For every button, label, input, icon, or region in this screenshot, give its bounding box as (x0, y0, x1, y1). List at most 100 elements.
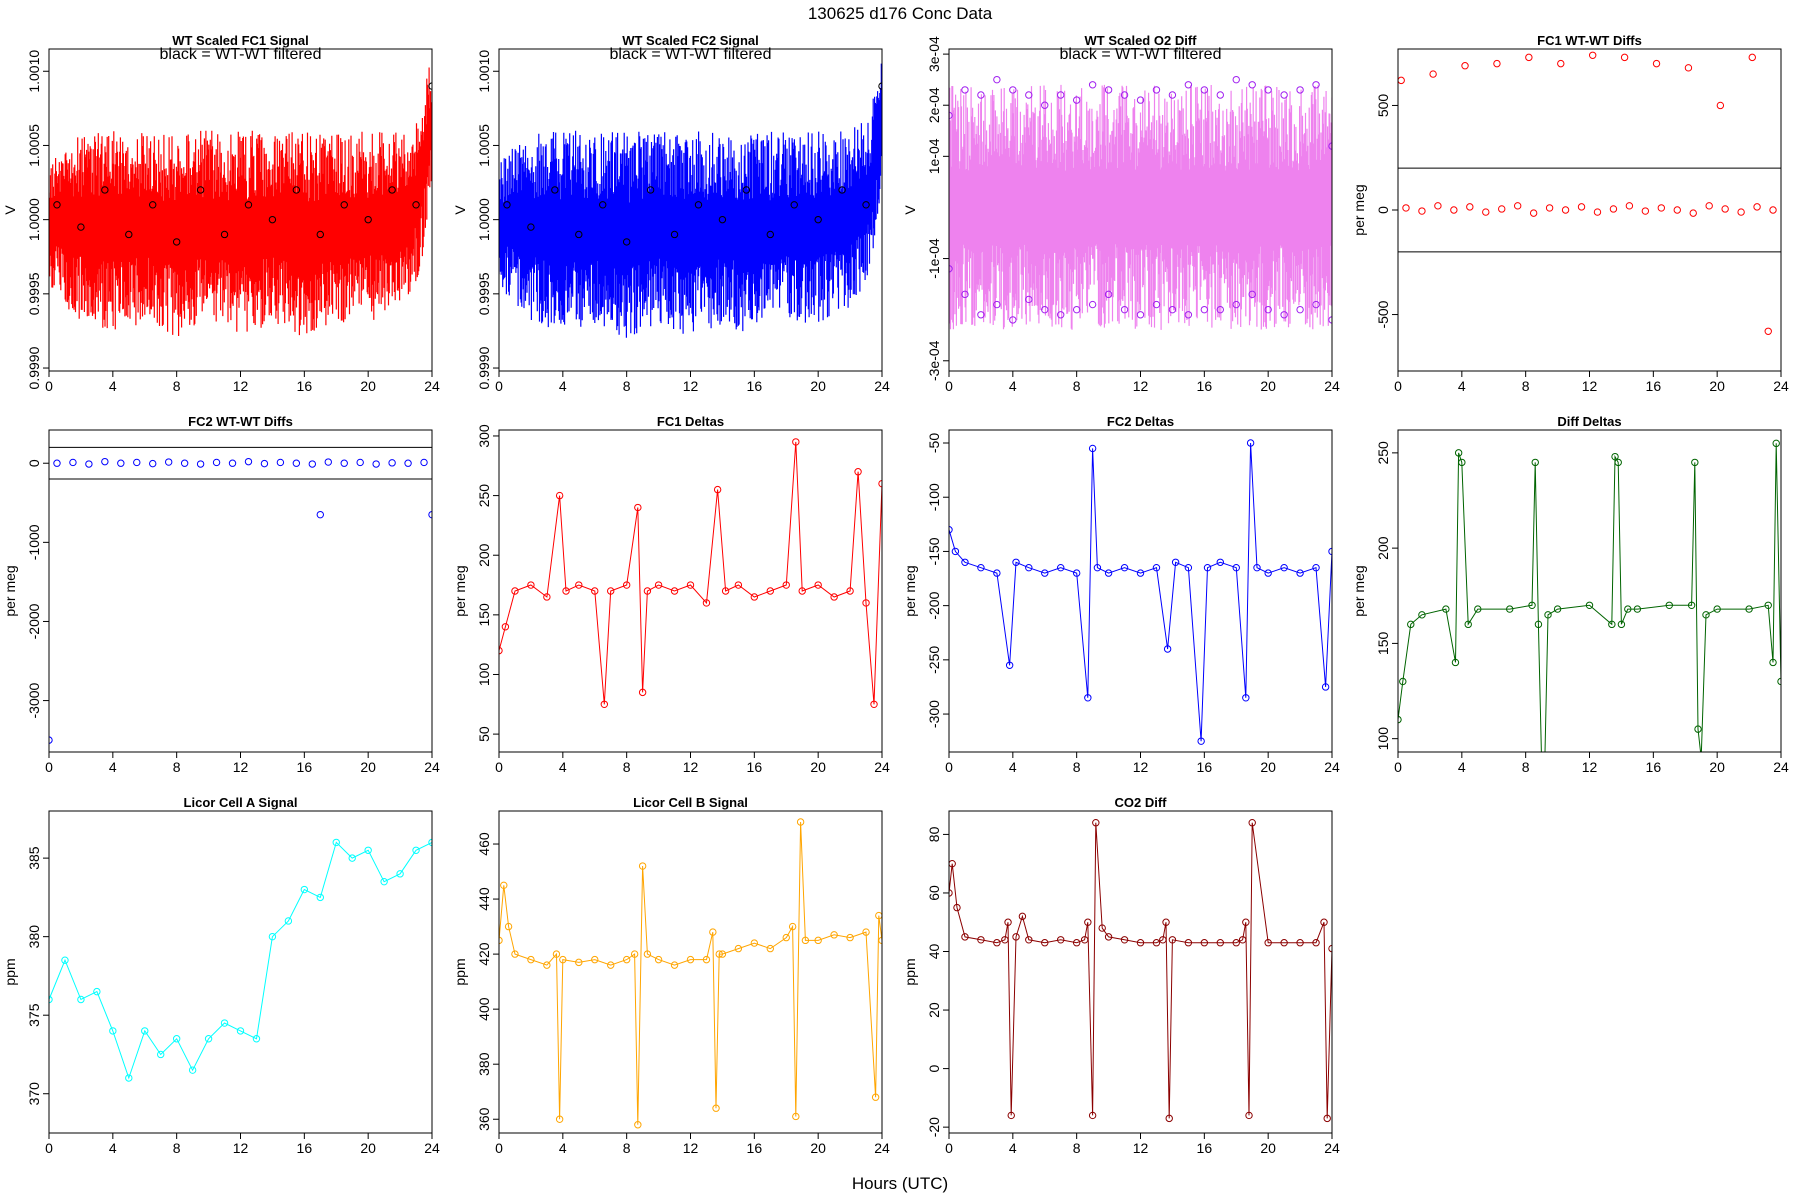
data-point (1088, 81, 1097, 89)
chart-title: WT Scaled O2 Diff (1085, 33, 1198, 48)
data-point (500, 881, 508, 890)
data-point (300, 885, 309, 894)
data-point (1041, 305, 1049, 314)
data-point (993, 569, 1001, 577)
data-point (316, 230, 324, 239)
x-tick-label: 12 (1582, 759, 1598, 775)
data-point (1004, 918, 1012, 926)
series-violet (949, 84, 1332, 330)
x-tick-label: 24 (1324, 378, 1340, 394)
data-point (1025, 563, 1033, 572)
data-point (1216, 91, 1224, 99)
data-point (1531, 458, 1539, 467)
data-point (1312, 563, 1320, 572)
y-tick-label: 1e-04 (926, 138, 942, 174)
x-tick-label: 0 (495, 378, 503, 394)
data-point (1429, 70, 1437, 78)
data-point (1312, 81, 1320, 89)
data-point (141, 1027, 149, 1035)
data-point (388, 186, 396, 194)
data-point (1025, 936, 1033, 944)
data-point (527, 955, 535, 964)
plot-frame (1397, 429, 1782, 753)
data-point (1041, 569, 1049, 577)
data-point (792, 1112, 800, 1121)
data-point (276, 458, 285, 467)
data-point (149, 201, 157, 209)
data-point (1072, 939, 1081, 947)
data-point (1184, 563, 1193, 572)
x-tick-label: 24 (1324, 759, 1340, 775)
figure-xlabel: Hours (UTC) (852, 1174, 948, 1193)
data-point (654, 581, 663, 589)
x-tick-label: 16 (1646, 759, 1662, 775)
data-point (1312, 300, 1320, 309)
y-axis: 100 150 200 250 (1375, 441, 1398, 750)
y-tick-label: 80 (926, 826, 942, 842)
x-tick-label: 20 (360, 378, 376, 394)
data-point (862, 201, 870, 209)
data-point (993, 939, 1001, 947)
plot-area (499, 63, 882, 338)
panel-fc1_wtwt: 0 4 8 12 16 20 24 -500 0 500 per meg FC1 WT-WT Diff… (1351, 33, 1789, 394)
data-point (1577, 203, 1586, 211)
data-point (172, 238, 181, 246)
series-line (1398, 443, 1781, 752)
series-red (49, 67, 432, 336)
y-axis-label: V (2, 205, 18, 215)
data-point (1625, 202, 1634, 210)
data-point (790, 201, 798, 209)
data-point (718, 215, 727, 224)
data-point (871, 1093, 880, 1101)
data-point (854, 468, 862, 476)
data-point (1280, 311, 1288, 319)
data-point (1088, 300, 1097, 309)
data-point (830, 593, 838, 601)
data-point (77, 995, 85, 1004)
data-point (1451, 658, 1460, 667)
y-tick-label: 0 (1375, 206, 1391, 214)
data-point (1772, 439, 1780, 448)
data-point (766, 230, 774, 239)
data-point (172, 1035, 181, 1043)
figure-title: 130625 d176 Conc Data (808, 4, 993, 23)
plot-area (949, 75, 1332, 330)
x-axis: 0 4 8 12 16 20 24 (945, 752, 1340, 775)
y-tick-label: 0.9990 (26, 346, 42, 389)
x-tick-label: 16 (1197, 378, 1213, 394)
plot-frame (948, 429, 1333, 753)
data-point (1136, 939, 1145, 947)
series-red (1398, 51, 1777, 335)
series-band (949, 84, 1332, 330)
data-point (164, 458, 173, 466)
plot-area (1398, 51, 1781, 335)
data-point (977, 91, 985, 99)
data-point (1328, 142, 1332, 150)
data-point (364, 846, 372, 854)
data-point (622, 238, 631, 246)
x-axis: 0 4 8 12 16 20 24 (1394, 371, 1789, 394)
chart-title: FC2 WT-WT Diffs (188, 414, 293, 429)
series-blue (49, 457, 432, 744)
chart-title: WT Scaled FC1 Signal (172, 33, 309, 48)
data-point (1084, 918, 1092, 926)
data-point (1093, 563, 1102, 572)
data-point (1120, 91, 1129, 99)
data-point (1614, 458, 1622, 467)
data-point (1041, 939, 1049, 947)
data-point (1245, 1111, 1253, 1120)
data-point (792, 438, 800, 446)
data-point (93, 987, 101, 996)
data-point (1264, 305, 1272, 314)
x-tick-label: 12 (1133, 759, 1149, 775)
data-point (1687, 601, 1696, 609)
y-axis-label: per meg (452, 565, 468, 616)
chart-annotation: black = WT-WT filtered (160, 46, 322, 63)
data-point (1737, 208, 1745, 216)
data-point (1216, 939, 1224, 947)
data-point (694, 201, 703, 209)
data-point (1399, 677, 1407, 686)
data-point (1588, 51, 1597, 59)
data-point (1593, 208, 1602, 216)
